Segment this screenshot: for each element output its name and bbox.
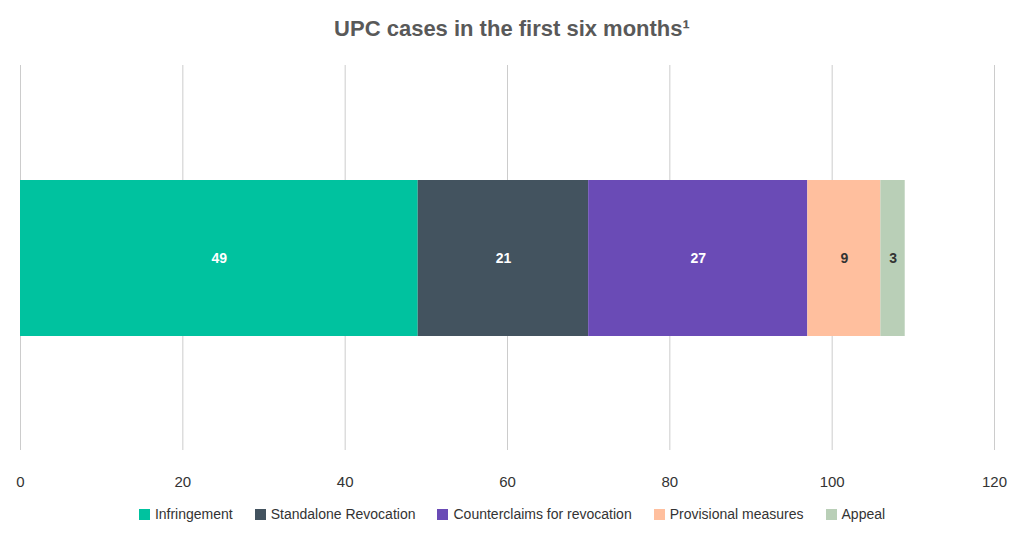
html-text:Standalone Revocation: Standalone Revocation	[270, 506, 416, 522]
html-text:UPC cases in the first six mon: UPC cases in the first six months¹	[334, 16, 690, 41]
html-text:Counterclaims for revocation: Counterclaims for revocation	[453, 506, 632, 522]
html-text:Appeal: Appeal	[841, 506, 886, 522]
svg-text:80: 80	[661, 473, 678, 490]
svg-text:20: 20	[174, 473, 191, 490]
svg-text:9: 9	[840, 250, 848, 266]
html-text:Provisional measures: Provisional measures	[669, 506, 804, 522]
svg-text:49: 49	[212, 250, 228, 266]
svg-text:120: 120	[982, 473, 1007, 490]
html-text:Infringement: Infringement	[154, 506, 233, 522]
svg-text:40: 40	[337, 473, 354, 490]
svg-text:0: 0	[16, 473, 24, 490]
svg-text:3: 3	[889, 250, 897, 266]
svg-text:27: 27	[690, 250, 706, 266]
svg-text:21: 21	[496, 250, 512, 266]
svg-text:100: 100	[820, 473, 845, 490]
svg-text:60: 60	[499, 473, 516, 490]
